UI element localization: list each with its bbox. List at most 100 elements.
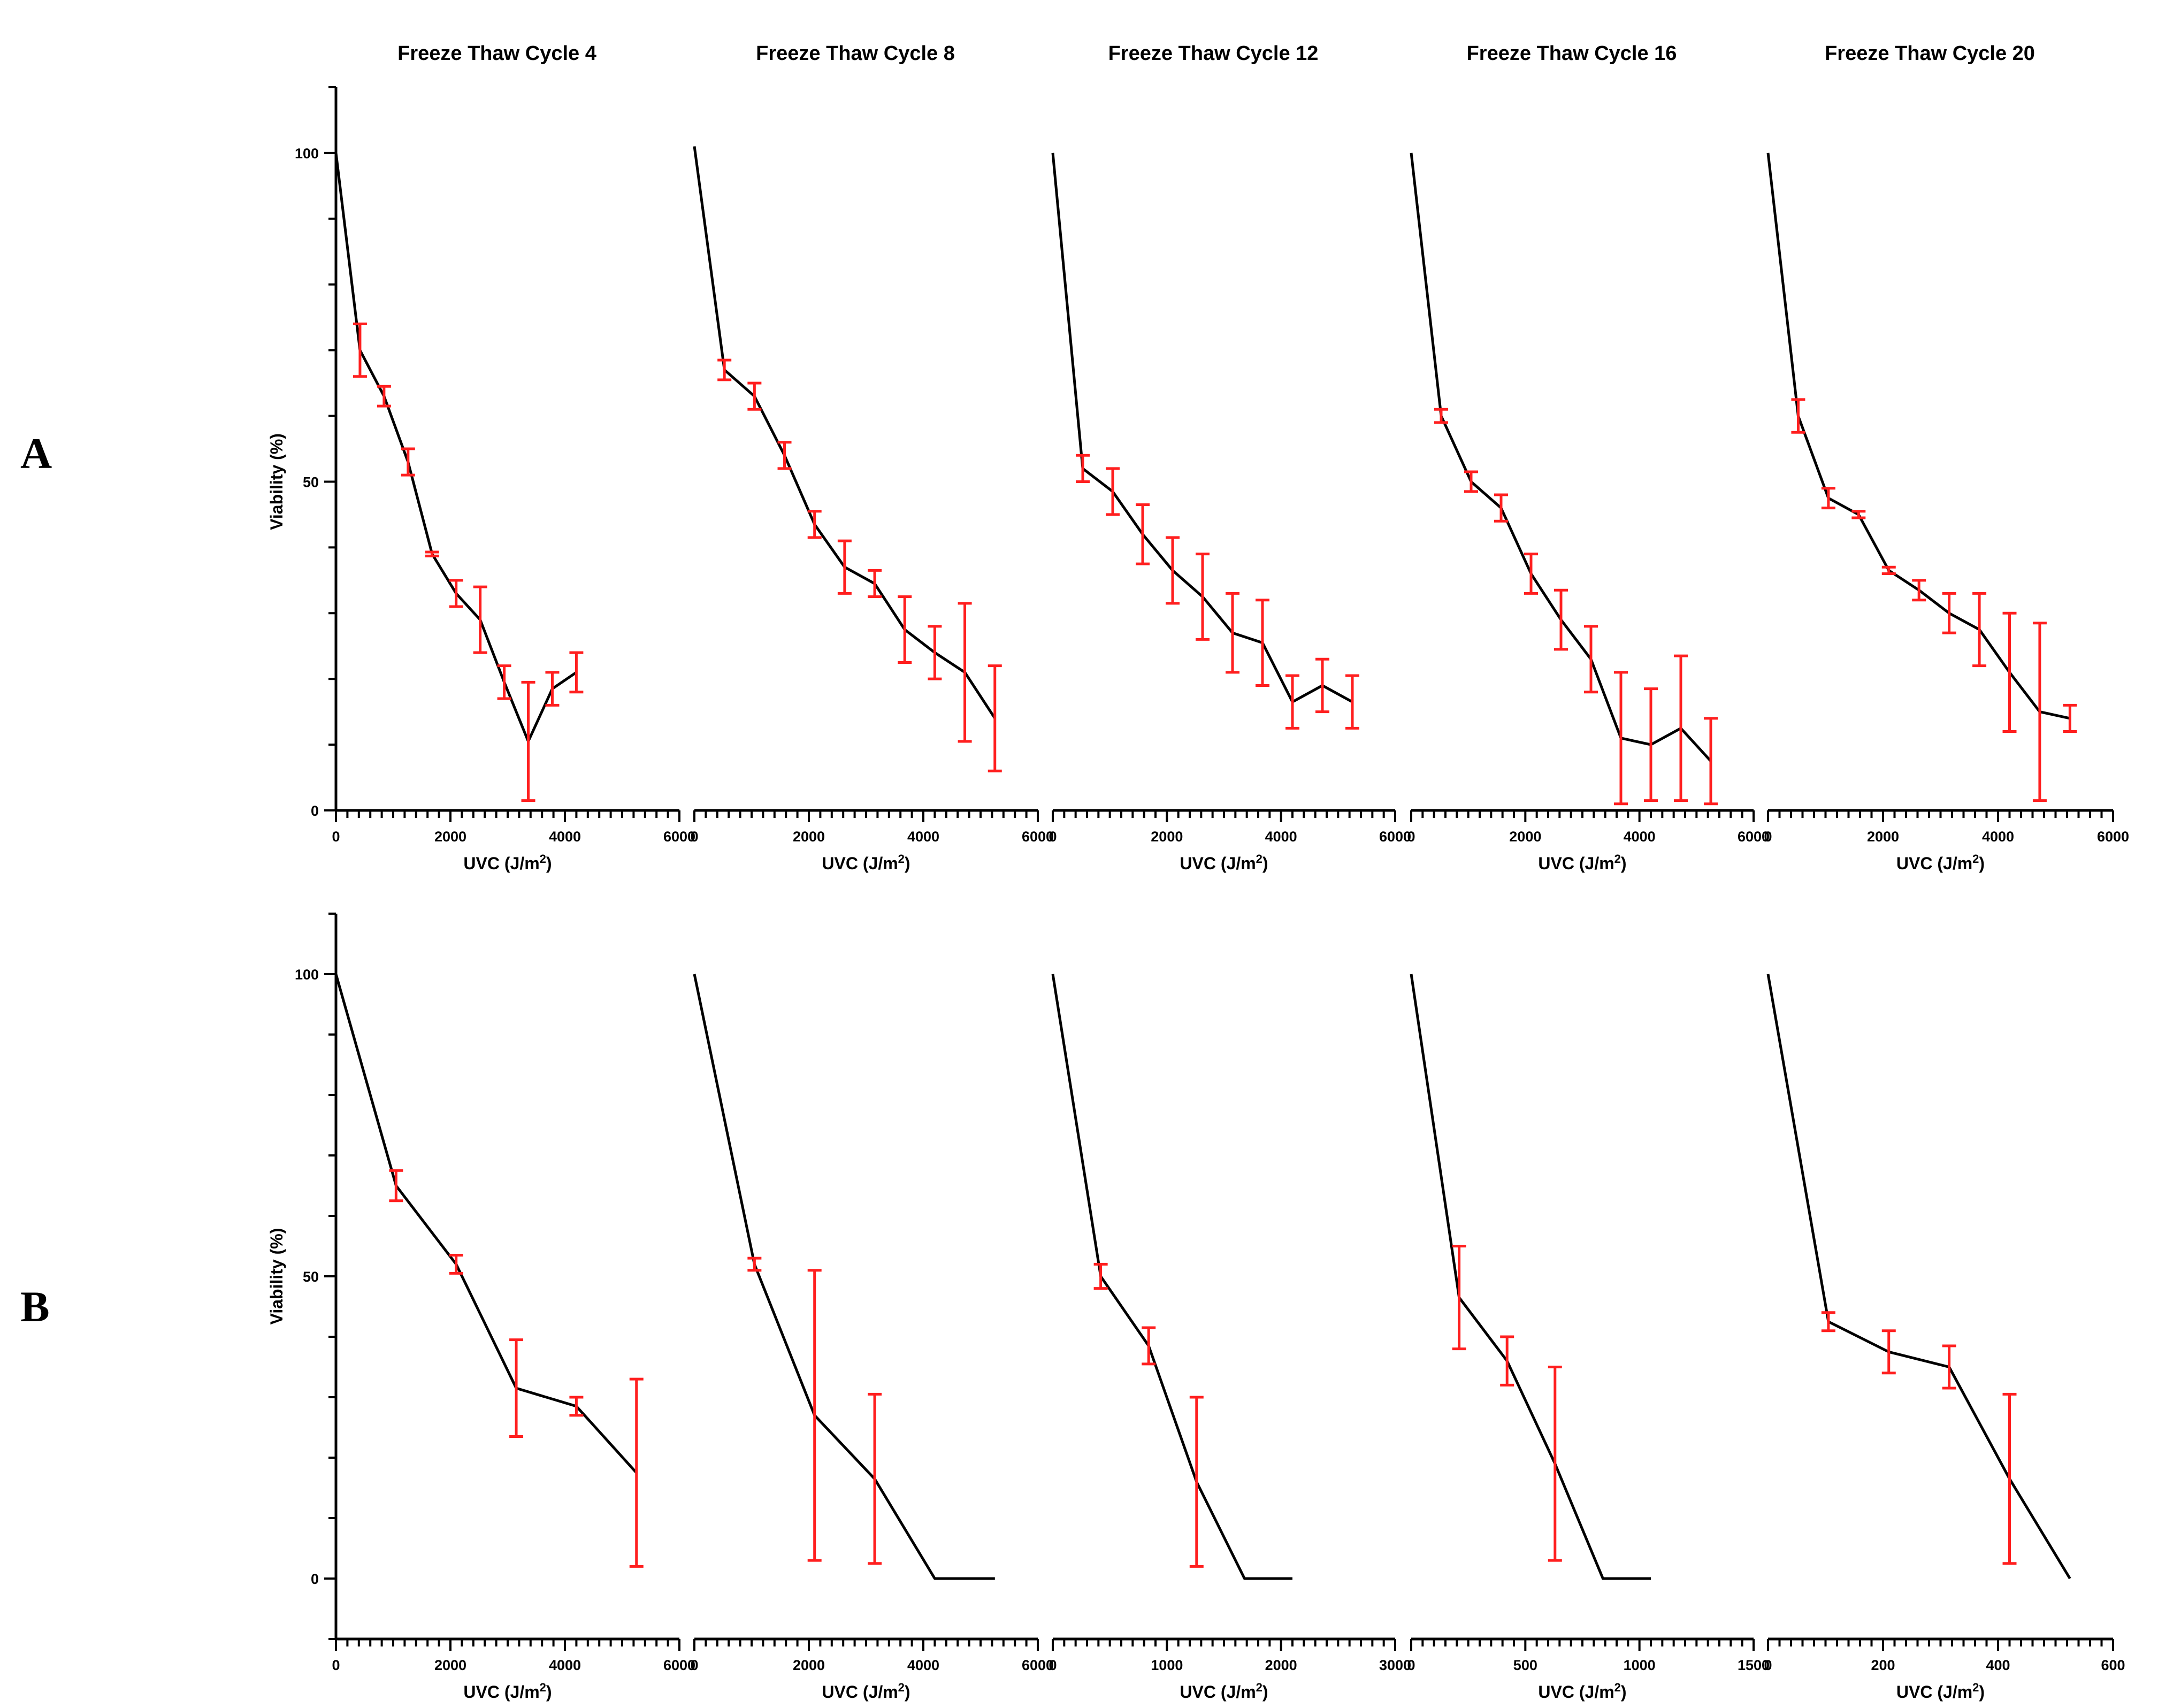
- chart-b2-x-tick-label: 4000: [907, 1657, 939, 1673]
- chart-a2-series-line: [693, 146, 996, 719]
- chart-a1-x-tick-label: 4000: [549, 829, 581, 845]
- chart-a3-x-tick-label: 6000: [1379, 829, 1411, 845]
- chart-b5-series-line: [1766, 974, 2071, 1580]
- chart-a5-title: Freeze Thaw Cycle 20: [1825, 42, 2035, 65]
- chart-a1-y-tick-label: 50: [303, 474, 319, 490]
- chart-a3-x-axis-label-text: UVC (J/m: [1180, 854, 1256, 873]
- chart-a5-x-tick-label: 4000: [1982, 829, 2014, 845]
- chart-b2-x-tick-label: 2000: [793, 1657, 825, 1673]
- chart-b3-x-tick-label: 3000: [1379, 1657, 1411, 1673]
- chart-a4-x-axis-label-close: ): [1621, 854, 1627, 873]
- chart-b1-x-tick-label: 4000: [549, 1657, 581, 1673]
- chart-a1-title: Freeze Thaw Cycle 4: [397, 42, 596, 65]
- chart-b2-x-axis-label-close: ): [905, 1682, 910, 1702]
- chart-a2-x-tick-label: 6000: [1022, 829, 1054, 845]
- chart-b4-x-tick-label: 1000: [1624, 1657, 1656, 1673]
- chart-b2-x-axis-label: UVC (J/m2): [822, 1681, 910, 1702]
- chart-b4-x-axis-label-text: UVC (J/m: [1538, 1682, 1614, 1702]
- chart-a1-x-tick-label: 2000: [434, 829, 466, 845]
- chart-b3-x-tick-label: 0: [1049, 1657, 1057, 1673]
- chart-b5-x-axis-label: UVC (J/m2): [1896, 1681, 1985, 1702]
- chart-b5-x-tick-label: 200: [1871, 1657, 1895, 1673]
- chart-a1-x-axis-label-close: ): [546, 854, 552, 873]
- chart-a3-title: Freeze Thaw Cycle 12: [1108, 42, 1319, 65]
- chart-a4-x-axis-label-sup: 2: [1614, 852, 1621, 866]
- chart-b5-x-axis-label-close: ): [1979, 1682, 1985, 1702]
- chart-a2-x-axis-label: UVC (J/m2): [822, 852, 910, 873]
- chart-b2-x-tick-label: 6000: [1022, 1657, 1054, 1673]
- chart-a4-title: Freeze Thaw Cycle 16: [1467, 42, 1677, 65]
- chart-a3-x-tick-label: 2000: [1151, 829, 1183, 845]
- chart-a5-series-line: [1766, 152, 2070, 720]
- chart-a3-x-axis-label-sup: 2: [1256, 852, 1262, 866]
- chart-a3-x-axis-label: UVC (J/m2): [1180, 852, 1268, 873]
- chart-a1-y-tick-label: 0: [311, 803, 319, 819]
- chart-b2-x-axis-label-sup: 2: [898, 1681, 905, 1694]
- chart-b5: 0 200 400 600 UVC (J/m2): [1764, 974, 2125, 1702]
- chart-a2-x-tick-label: 2000: [793, 829, 825, 845]
- chart-a4-x-tick-label: 2000: [1509, 829, 1541, 845]
- chart-a2-x-axis-label-sup: 2: [898, 852, 905, 866]
- chart-a1-y-axis-label: Viability (%): [267, 433, 286, 530]
- chart-a3: Freeze Thaw Cycle 12 0 2000 4000 6000 UVC (J/…: [1049, 42, 1411, 873]
- chart-b1-y-tick-label: 100: [295, 967, 319, 983]
- chart-a5-x-axis-label-close: ): [1979, 854, 1985, 873]
- chart-a5-x-tick-label: 2000: [1867, 829, 1899, 845]
- chart-a1-series-line: [334, 152, 577, 743]
- chart-b3-x-tick-label: 2000: [1265, 1657, 1297, 1673]
- chart-b1-y-axis-label: Viability (%): [267, 1228, 286, 1325]
- chart-b1-x-tick-label: 6000: [663, 1657, 695, 1673]
- chart-a3-x-tick-label: 4000: [1265, 829, 1297, 845]
- chart-b4-x-tick-label: 500: [1513, 1657, 1537, 1673]
- chart-a2-title: Freeze Thaw Cycle 8: [756, 42, 955, 65]
- chart-a1-x-axis-label: UVC (J/m2): [463, 852, 552, 873]
- chart-b3-x-axis-label: UVC (J/m2): [1180, 1681, 1268, 1702]
- chart-a5-x-axis-label-text: UVC (J/m: [1896, 854, 1972, 873]
- chart-a5-x-tick-label: 6000: [2097, 829, 2129, 845]
- chart-b2: 0 2000 4000 6000 UVC (J/m2): [690, 974, 1054, 1702]
- chart-a4-x-axis-label-text: UVC (J/m: [1538, 854, 1614, 873]
- chart-b3-x-axis-label-text: UVC (J/m: [1180, 1682, 1256, 1702]
- chart-a2-x-tick-label: 4000: [907, 829, 939, 845]
- chart-b1-x-axis-label-text: UVC (J/m: [463, 1682, 539, 1702]
- chart-a2-x-axis-label-close: ): [905, 854, 910, 873]
- chart-b5-x-tick-label: 0: [1764, 1657, 1772, 1673]
- chart-b3-x-tick-label: 1000: [1151, 1657, 1183, 1673]
- chart-a1-x-tick-label: 0: [332, 829, 340, 845]
- chart-b1-x-axis-label-close: ): [546, 1682, 552, 1702]
- chart-b3-x-axis-label-close: ): [1262, 1682, 1268, 1702]
- chart-a1-y-tick-label: 100: [295, 145, 319, 162]
- chart-b1-x-tick-label: 0: [332, 1657, 340, 1673]
- chart-a4-x-tick-label: 6000: [1738, 829, 1770, 845]
- chart-a5-x-axis-label: UVC (J/m2): [1896, 852, 1985, 873]
- chart-b1-y-tick-label: 50: [303, 1269, 319, 1285]
- chart-b5-x-axis-label-text: UVC (J/m: [1896, 1682, 1972, 1702]
- chart-b2-series-line: [693, 974, 995, 1580]
- chart-b2-x-tick-label: 0: [690, 1657, 698, 1673]
- chart-b5-x-tick-label: 600: [2101, 1657, 2125, 1673]
- chart-b5-x-axis-label-sup: 2: [1972, 1681, 1979, 1694]
- chart-a1-x-axis-label-text: UVC (J/m: [463, 854, 539, 873]
- chart-a1-x-axis-label-sup: 2: [540, 852, 546, 866]
- chart-a2-x-tick-label: 0: [690, 829, 698, 845]
- chart-a4-series-line: [1410, 152, 1712, 762]
- chart-b3-x-axis-label-sup: 2: [1256, 1681, 1262, 1694]
- chart-b4: 0 500 1000 1500 UVC (J/m2): [1407, 974, 1770, 1702]
- chart-b1-x-tick-label: 2000: [434, 1657, 466, 1673]
- chart-a4-x-axis-label: UVC (J/m2): [1538, 852, 1626, 873]
- chart-b4-x-axis-label: UVC (J/m2): [1538, 1681, 1626, 1702]
- chart-b5-x-tick-label: 400: [1986, 1657, 2010, 1673]
- panel-letter-a: A: [20, 429, 52, 478]
- chart-b4-x-axis-label-sup: 2: [1614, 1681, 1621, 1694]
- chart-b3: 0 1000 2000 3000 UVC (J/m2): [1049, 974, 1411, 1702]
- chart-b4-x-axis-label-close: ): [1621, 1682, 1627, 1702]
- chart-a4-x-tick-label: 4000: [1624, 829, 1656, 845]
- chart-b1: 0 2000 4000 6000 UVC (J/m2) 0 50 100 Viability (…: [267, 913, 695, 1702]
- chart-b4-series-line: [1410, 974, 1651, 1580]
- chart-a3-x-axis-label-close: ): [1262, 854, 1268, 873]
- chart-a2: Freeze Thaw Cycle 8 0 2000 4000 6000 UVC (J/m…: [690, 42, 1054, 873]
- chart-b1-series-line: [334, 974, 638, 1474]
- chart-b4-x-tick-label: 1500: [1738, 1657, 1770, 1673]
